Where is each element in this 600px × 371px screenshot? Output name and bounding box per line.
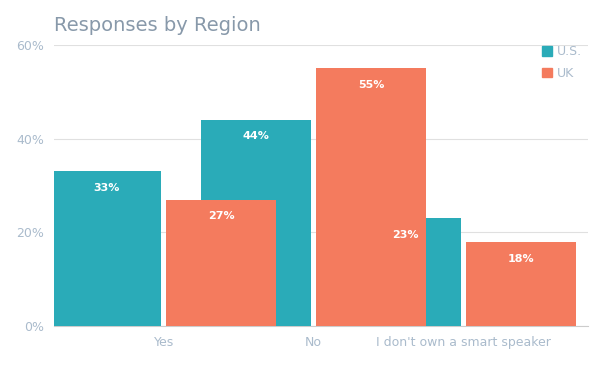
Bar: [201, 120, 311, 326]
Text: 33%: 33%: [93, 183, 119, 193]
Text: Responses by Region: Responses by Region: [54, 16, 261, 35]
Text: 27%: 27%: [208, 211, 235, 221]
Text: 44%: 44%: [242, 131, 269, 141]
Legend: U.S., UK: U.S., UK: [542, 45, 582, 80]
Text: 23%: 23%: [392, 230, 419, 240]
Bar: [351, 219, 461, 326]
Bar: [316, 68, 426, 326]
Bar: [52, 171, 161, 326]
Text: 55%: 55%: [358, 80, 384, 90]
Bar: [466, 242, 575, 326]
Bar: [166, 200, 276, 326]
Text: 18%: 18%: [508, 254, 534, 264]
